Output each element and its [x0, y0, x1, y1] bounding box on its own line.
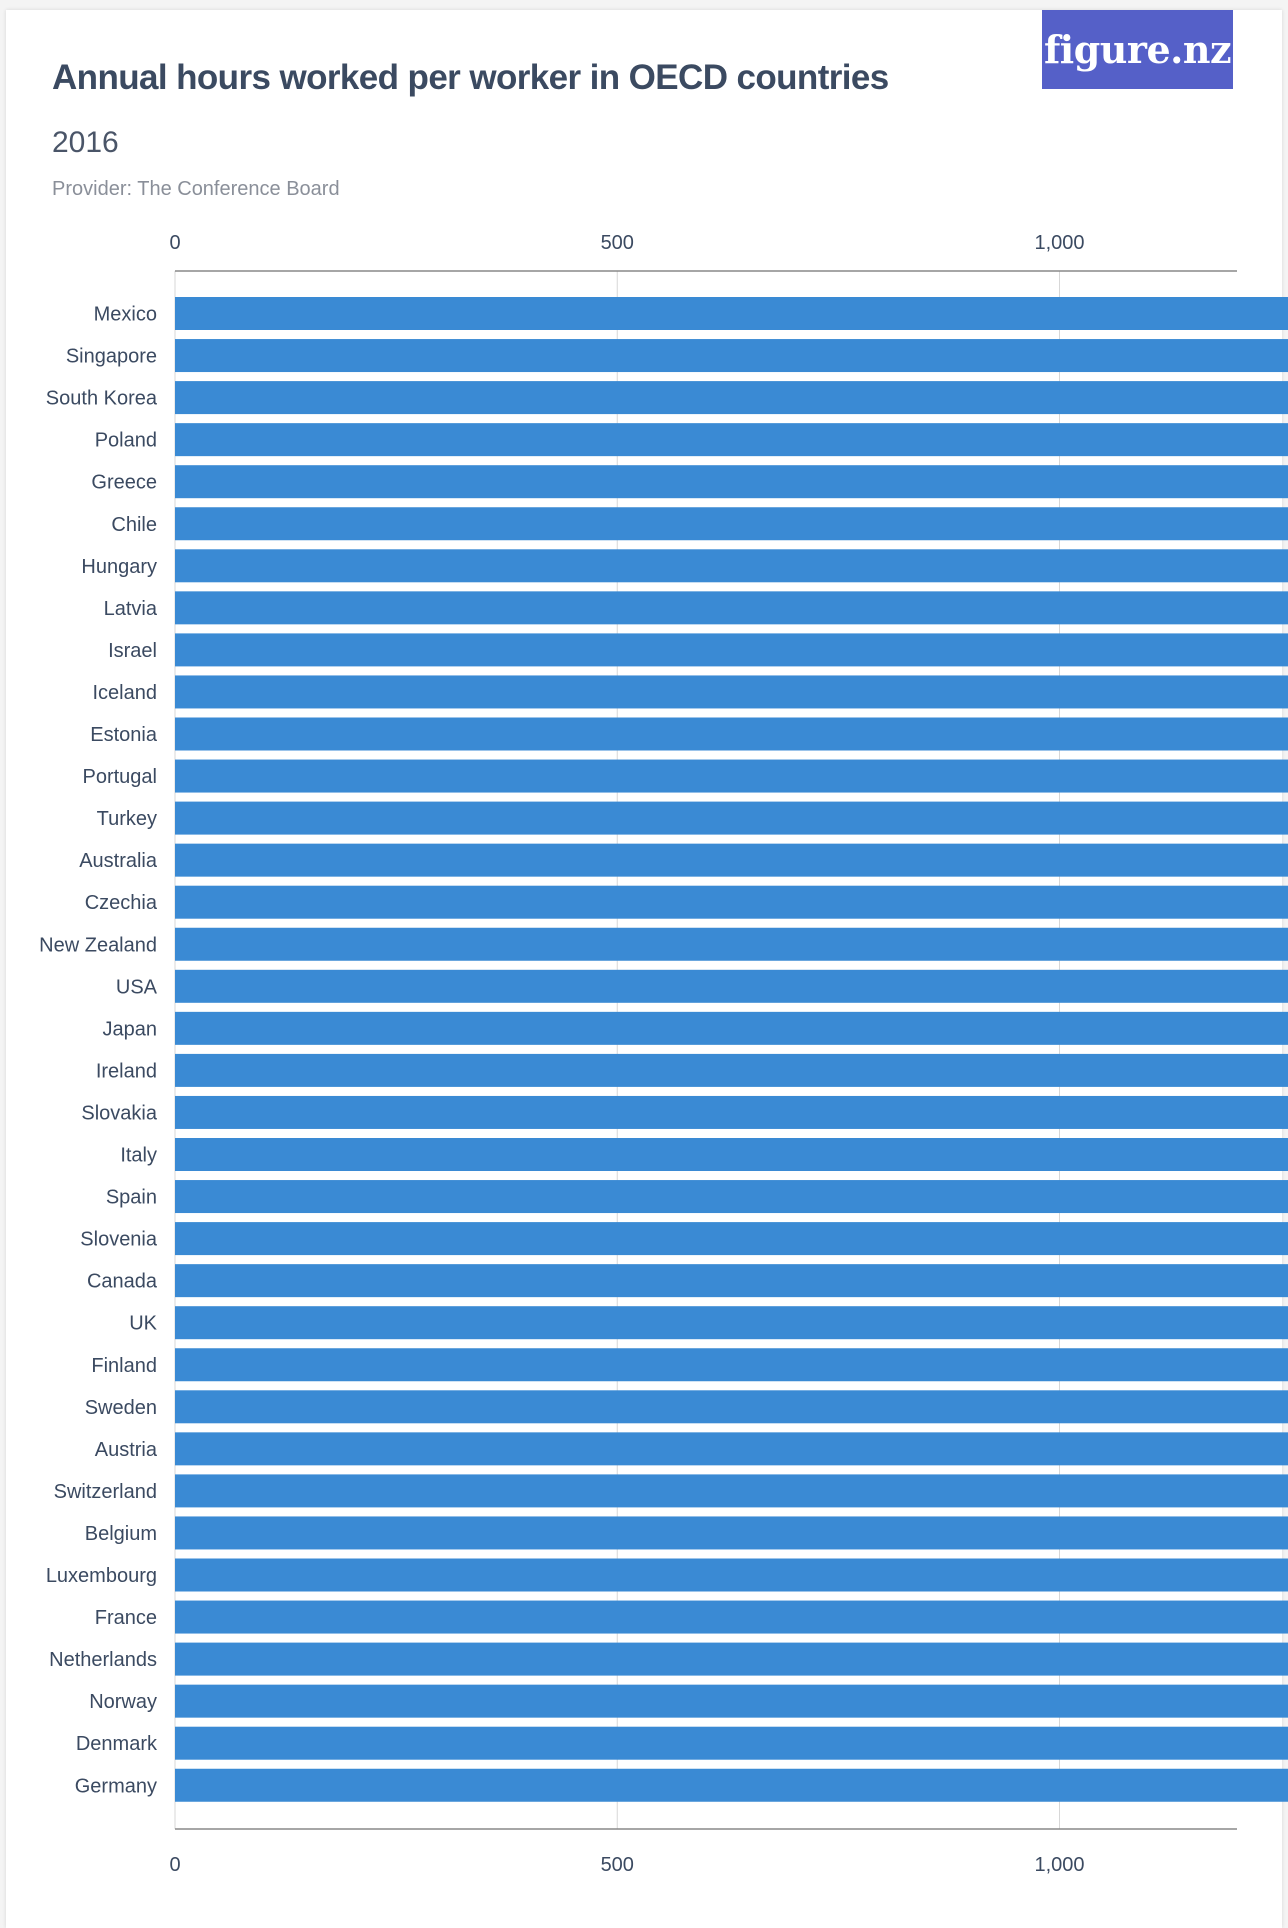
category-label: France — [95, 1607, 157, 1629]
category-label: Japan — [103, 1018, 158, 1040]
category-label: Estonia — [90, 724, 158, 746]
bar-japan — [175, 1011, 1288, 1045]
top-tick-label: 500 — [601, 232, 634, 254]
provider-credit: Provider: The Conference Board — [52, 178, 340, 200]
category-label: Hungary — [81, 556, 157, 578]
bar-sweden — [175, 1390, 1288, 1424]
bar-latvia — [175, 591, 1288, 625]
category-label: Portugal — [83, 766, 158, 788]
category-label: Slovenia — [80, 1229, 158, 1251]
bar-hungary — [175, 549, 1288, 583]
category-label: Canada — [87, 1271, 158, 1293]
bar-south-korea — [175, 381, 1288, 415]
category-label: Ireland — [96, 1060, 157, 1082]
category-label: New Zealand — [39, 934, 157, 956]
bar-mexico — [175, 297, 1288, 330]
bar-spain — [175, 1180, 1288, 1214]
bar-israel — [175, 633, 1288, 667]
category-label: Greece — [91, 472, 157, 494]
bar-norway — [175, 1684, 1288, 1718]
bar-slovakia — [175, 1095, 1288, 1129]
bar-netherlands — [175, 1642, 1288, 1676]
bar-iceland — [175, 675, 1288, 709]
category-label: Singapore — [66, 346, 157, 368]
bar-chile — [175, 507, 1288, 541]
top-tick-label: 0 — [169, 232, 180, 254]
bar-uk — [175, 1306, 1288, 1340]
bar-switzerland — [175, 1474, 1288, 1508]
bar-greece — [175, 465, 1288, 499]
bar-turkey — [175, 801, 1288, 835]
bottom-tick-label: 1,000 — [1034, 1854, 1084, 1876]
category-label: Netherlands — [49, 1649, 157, 1671]
bar-france — [175, 1600, 1288, 1634]
bar-slovenia — [175, 1222, 1288, 1256]
category-label: South Korea — [46, 388, 158, 410]
bar-belgium — [175, 1516, 1288, 1550]
bar-portugal — [175, 759, 1288, 793]
category-label: Germany — [75, 1775, 157, 1797]
category-label: Iceland — [93, 682, 158, 704]
category-label: UK — [129, 1313, 157, 1335]
bar-czechia — [175, 885, 1288, 919]
category-label: Denmark — [76, 1733, 158, 1755]
category-label: Norway — [89, 1691, 157, 1713]
category-label: Chile — [111, 514, 157, 536]
category-label: Austria — [95, 1439, 158, 1461]
category-label: Australia — [79, 850, 158, 872]
bar-austria — [175, 1432, 1288, 1466]
bar-luxembourg — [175, 1558, 1288, 1592]
bar-singapore — [175, 339, 1288, 373]
bar-germany — [175, 1768, 1288, 1802]
bar-australia — [175, 843, 1288, 877]
chart-title: Annual hours worked per worker in OECD c… — [52, 58, 889, 97]
category-label: Latvia — [104, 598, 158, 620]
bar-ireland — [175, 1053, 1288, 1087]
category-label: Luxembourg — [46, 1565, 157, 1587]
chart-subtitle: 2016 — [52, 126, 119, 159]
category-label: Spain — [106, 1187, 157, 1209]
category-label: Czechia — [85, 892, 158, 914]
category-label: Turkey — [97, 808, 157, 830]
category-label: Switzerland — [54, 1481, 157, 1503]
bar-canada — [175, 1264, 1288, 1298]
bar-poland — [175, 423, 1288, 457]
category-label: Belgium — [85, 1523, 157, 1545]
bottom-tick-label: 500 — [601, 1854, 634, 1876]
bottom-tick-label: 0 — [169, 1854, 180, 1876]
bar-usa — [175, 969, 1288, 1003]
category-label: Israel — [108, 640, 157, 662]
category-label: Finland — [91, 1355, 157, 1377]
figure-nz-logo[interactable]: figure.nz — [1042, 10, 1233, 89]
bar-finland — [175, 1348, 1288, 1382]
top-tick-label: 1,000 — [1034, 232, 1084, 254]
category-label: Slovakia — [81, 1102, 157, 1124]
bar-new-zealand — [175, 927, 1288, 961]
bar-denmark — [175, 1726, 1288, 1760]
category-label: Italy — [120, 1145, 157, 1167]
category-label: Sweden — [85, 1397, 157, 1419]
category-label: Mexico — [94, 304, 157, 326]
bar-italy — [175, 1138, 1288, 1171]
category-label: Poland — [95, 430, 157, 452]
bar-estonia — [175, 717, 1288, 751]
category-label: USA — [116, 976, 158, 998]
